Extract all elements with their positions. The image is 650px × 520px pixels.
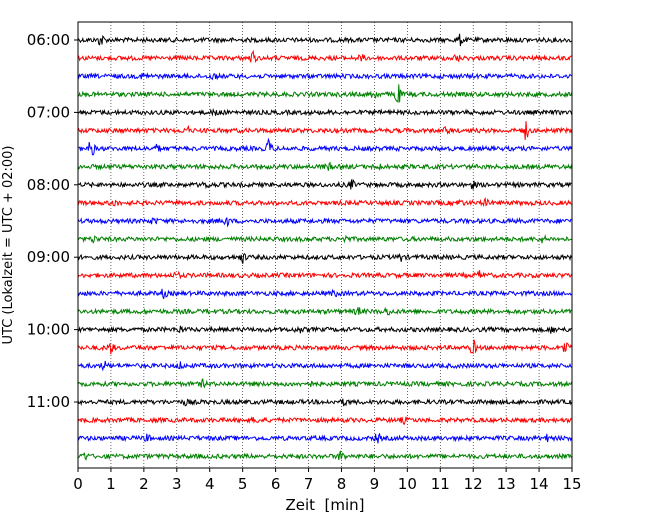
x-tick-label: 6	[271, 475, 281, 493]
trace-row	[77, 161, 573, 172]
seismic-traces	[77, 33, 573, 461]
y-tick-label: 07:00	[27, 103, 70, 121]
plot-frame	[77, 21, 573, 469]
trace-row	[77, 121, 573, 141]
trace-row	[77, 450, 573, 461]
trace-row	[77, 377, 573, 389]
trace-row	[77, 360, 572, 372]
trace-row	[77, 196, 572, 208]
y-axis-label: UTC (Lokalzeit = UTC + 02:00)	[1, 146, 16, 345]
trace-row	[77, 137, 573, 156]
y-axis-ticks: 06:00 07:00 08:00 09:00 10:00 11:00	[27, 31, 78, 411]
trace-row	[77, 416, 572, 425]
x-tick-label: 7	[304, 475, 314, 493]
x-tick-label: 10	[398, 475, 417, 493]
x-tick-label: 2	[139, 475, 149, 493]
x-tick-label: 15	[562, 475, 581, 493]
trace-row	[77, 339, 573, 355]
x-tick-label: 8	[337, 475, 347, 493]
x-tick-label: 0	[73, 475, 83, 493]
x-tick-label: 14	[530, 475, 549, 493]
trace-row	[77, 84, 573, 104]
trace-row	[77, 288, 572, 299]
y-tick-label: 10:00	[27, 321, 70, 339]
x-axis-label: Zeit [min]	[285, 496, 364, 514]
grid-lines	[110, 22, 540, 468]
y-tick-label: 09:00	[27, 248, 70, 266]
trace-row	[77, 216, 572, 228]
x-tick-label: 3	[172, 475, 182, 493]
trace-row	[77, 306, 572, 316]
x-tick-label: 5	[238, 475, 248, 493]
trace-row	[77, 252, 573, 264]
x-tick-label: 13	[497, 475, 516, 493]
trace-row	[77, 270, 573, 280]
x-tick-label: 4	[205, 475, 215, 493]
x-tick-label: 11	[431, 475, 450, 493]
trace-row	[77, 178, 572, 190]
x-tick-label: 12	[464, 475, 483, 493]
x-tick-label: 1	[106, 475, 116, 493]
trace-row	[77, 234, 572, 244]
trace-row	[77, 107, 573, 117]
x-tick-label: 9	[370, 475, 380, 493]
trace-row	[77, 72, 572, 81]
x-axis-ticks: 0 1 2 3 4 5 6 7 8 9 10 11 12 13 14 15	[73, 468, 582, 493]
y-tick-label: 08:00	[27, 176, 70, 194]
trace-row	[77, 49, 572, 64]
trace-row	[77, 432, 573, 444]
y-tick-label: 06:00	[27, 31, 70, 49]
trace-row	[77, 33, 572, 47]
y-tick-label: 11:00	[27, 393, 70, 411]
trace-row	[77, 325, 572, 334]
trace-row	[77, 397, 573, 407]
